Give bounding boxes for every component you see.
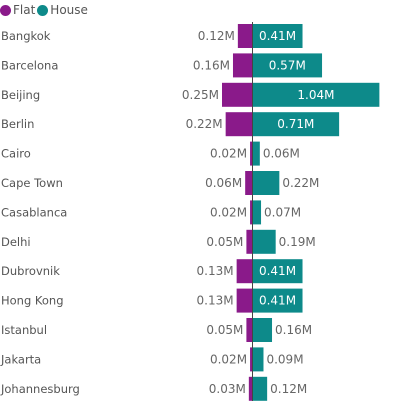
category-label-delhi: Delhi — [1, 235, 31, 249]
data-label-house-berlin: 0.71M — [277, 117, 314, 131]
data-label-flat-cairo: 0.02M — [210, 147, 247, 161]
bar-flat-berlin[interactable] — [225, 112, 253, 137]
bar-flat-barcelona[interactable] — [232, 53, 253, 78]
bar-flat-istanbul[interactable] — [246, 318, 253, 342]
data-label-house-dubrovnik: 0.41M — [259, 264, 296, 278]
bar-house-bangkok[interactable] — [252, 24, 303, 48]
data-label-house-casablanca: 0.07M — [264, 205, 301, 219]
data-label-house-hong-kong: 0.41M — [259, 294, 296, 308]
category-label-dubrovnik: Dubrovnik — [1, 264, 60, 278]
bar-flat-casablanca[interactable] — [250, 200, 253, 225]
chart-legend: Flat House — [0, 0, 90, 20]
bar-flat-hong-kong[interactable] — [236, 288, 253, 313]
bar-flat-cape-town[interactable] — [245, 171, 253, 195]
category-label-cape-town: Cape Town — [1, 176, 63, 190]
data-label-house-istanbul: 0.16M — [275, 323, 312, 337]
legend-swatch-house — [37, 4, 49, 16]
data-label-flat-jakarta: 0.02M — [210, 352, 247, 366]
data-label-house-johannesburg: 0.12M — [270, 382, 307, 396]
category-label-berlin: Berlin — [1, 117, 34, 131]
bar-house-istanbul[interactable] — [252, 318, 273, 342]
bar-flat-johannesburg[interactable] — [248, 376, 253, 401]
bar-house-delhi[interactable] — [252, 229, 276, 254]
bar-house-barcelona[interactable] — [252, 53, 323, 78]
data-label-flat-beijing: 0.25M — [182, 88, 219, 102]
bar-house-berlin[interactable] — [252, 112, 340, 137]
data-label-house-beijing: 1.04M — [297, 88, 334, 102]
bar-house-johannesburg[interactable] — [252, 376, 268, 401]
legend-item-house[interactable]: House — [37, 3, 88, 17]
legend-item-flat[interactable]: Flat — [0, 3, 35, 17]
category-label-barcelona: Barcelona — [1, 58, 58, 72]
category-label-casablanca: Casablanca — [1, 205, 67, 219]
bar-house-cairo[interactable] — [252, 141, 260, 166]
bar-flat-jakarta[interactable] — [250, 347, 253, 372]
bar-house-dubrovnik[interactable] — [252, 259, 303, 284]
bar-house-casablanca[interactable] — [252, 200, 262, 225]
data-label-flat-barcelona: 0.16M — [193, 58, 230, 72]
category-label-cairo: Cairo — [1, 147, 31, 161]
data-label-house-jakarta: 0.09M — [266, 352, 303, 366]
legend-label-house: House — [50, 3, 88, 17]
data-label-flat-dubrovnik: 0.13M — [197, 264, 234, 278]
data-label-flat-cape-town: 0.06M — [205, 176, 242, 190]
data-label-flat-hong-kong: 0.13M — [197, 294, 234, 308]
category-label-johannesburg: Johannesburg — [0, 382, 80, 396]
category-label-istanbul: Istanbul — [1, 323, 47, 337]
data-label-house-barcelona: 0.57M — [269, 58, 306, 72]
category-label-beijing: Beijing — [1, 88, 40, 102]
category-label-jakarta: Jakarta — [0, 352, 41, 366]
data-label-flat-casablanca: 0.02M — [210, 205, 247, 219]
bar-house-hong-kong[interactable] — [252, 288, 303, 313]
bar-house-jakarta[interactable] — [252, 347, 264, 372]
bar-house-cape-town[interactable] — [252, 171, 280, 195]
data-label-house-cape-town: 0.22M — [282, 176, 319, 190]
data-label-flat-delhi: 0.05M — [206, 235, 243, 249]
data-label-flat-bangkok: 0.12M — [198, 29, 235, 43]
data-label-house-delhi: 0.19M — [279, 235, 316, 249]
category-label-bangkok: Bangkok — [1, 29, 51, 43]
category-label-hong-kong: Hong Kong — [1, 294, 64, 308]
data-label-flat-istanbul: 0.05M — [206, 323, 243, 337]
bar-flat-beijing[interactable] — [222, 82, 253, 107]
bar-flat-cairo[interactable] — [250, 141, 253, 166]
legend-swatch-flat — [0, 4, 11, 16]
legend-label-flat: Flat — [13, 3, 36, 17]
data-label-flat-johannesburg: 0.03M — [209, 382, 246, 396]
data-label-flat-berlin: 0.22M — [186, 117, 223, 131]
bar-flat-bangkok[interactable] — [237, 24, 253, 48]
bar-flat-dubrovnik[interactable] — [236, 259, 253, 284]
bar-house-beijing[interactable] — [252, 82, 380, 107]
data-label-house-bangkok: 0.41M — [259, 29, 296, 43]
data-label-house-cairo: 0.06M — [263, 147, 300, 161]
bar-flat-delhi[interactable] — [246, 229, 253, 254]
